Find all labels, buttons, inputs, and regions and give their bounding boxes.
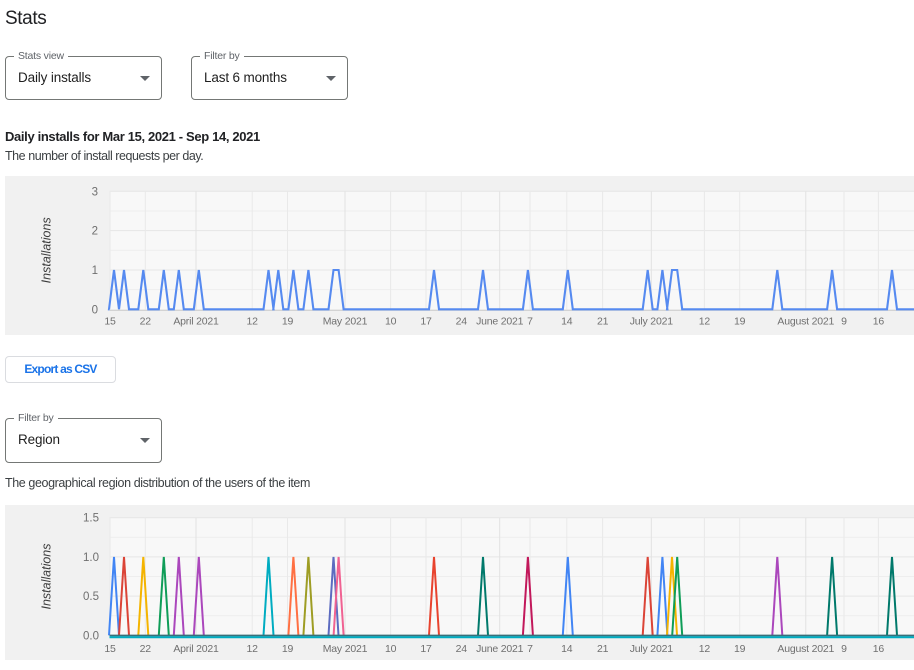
svg-text:22: 22 bbox=[140, 643, 152, 655]
svg-text:24: 24 bbox=[456, 316, 468, 328]
svg-text:15: 15 bbox=[104, 316, 116, 328]
svg-text:17: 17 bbox=[420, 643, 432, 655]
svg-text:7: 7 bbox=[527, 316, 533, 328]
svg-text:July 2021: July 2021 bbox=[630, 316, 674, 328]
svg-text:14: 14 bbox=[561, 643, 573, 655]
svg-text:1: 1 bbox=[92, 265, 98, 277]
svg-text:10: 10 bbox=[385, 316, 397, 328]
svg-text:19: 19 bbox=[282, 643, 294, 655]
svg-text:19: 19 bbox=[734, 316, 746, 328]
svg-text:3: 3 bbox=[92, 186, 98, 198]
svg-text:Installations: Installations bbox=[40, 217, 54, 283]
svg-text:1.5: 1.5 bbox=[83, 513, 99, 525]
svg-text:19: 19 bbox=[734, 643, 746, 655]
svg-text:1.0: 1.0 bbox=[83, 552, 99, 564]
svg-text:16: 16 bbox=[873, 316, 885, 328]
svg-text:June 2021: June 2021 bbox=[476, 316, 524, 328]
svg-text:22: 22 bbox=[140, 316, 152, 328]
svg-text:July 2021: July 2021 bbox=[630, 643, 674, 655]
svg-text:17: 17 bbox=[420, 316, 432, 328]
svg-text:April 2021: April 2021 bbox=[173, 643, 219, 655]
svg-text:April 2021: April 2021 bbox=[173, 316, 219, 328]
svg-text:9: 9 bbox=[841, 316, 847, 328]
svg-text:24: 24 bbox=[456, 643, 468, 655]
svg-text:2: 2 bbox=[92, 226, 98, 238]
svg-text:May 2021: May 2021 bbox=[323, 643, 368, 655]
svg-text:14: 14 bbox=[561, 316, 573, 328]
svg-text:12: 12 bbox=[699, 643, 711, 655]
svg-text:0: 0 bbox=[92, 304, 98, 316]
svg-text:June 2021: June 2021 bbox=[476, 643, 524, 655]
svg-text:12: 12 bbox=[247, 643, 259, 655]
svg-text:10: 10 bbox=[385, 643, 397, 655]
svg-text:0.5: 0.5 bbox=[83, 591, 99, 603]
svg-text:21: 21 bbox=[597, 643, 609, 655]
svg-text:19: 19 bbox=[282, 316, 294, 328]
svg-text:12: 12 bbox=[247, 316, 259, 328]
svg-text:16: 16 bbox=[873, 643, 885, 655]
svg-text:9: 9 bbox=[841, 643, 847, 655]
svg-text:15: 15 bbox=[104, 643, 116, 655]
svg-text:August 2021: August 2021 bbox=[777, 643, 834, 655]
svg-text:Installations: Installations bbox=[40, 543, 54, 609]
svg-text:7: 7 bbox=[527, 643, 533, 655]
svg-text:21: 21 bbox=[597, 316, 609, 328]
svg-text:12: 12 bbox=[699, 316, 711, 328]
svg-text:May 2021: May 2021 bbox=[323, 316, 368, 328]
svg-text:August 2021: August 2021 bbox=[777, 316, 834, 328]
svg-text:0.0: 0.0 bbox=[83, 630, 99, 642]
